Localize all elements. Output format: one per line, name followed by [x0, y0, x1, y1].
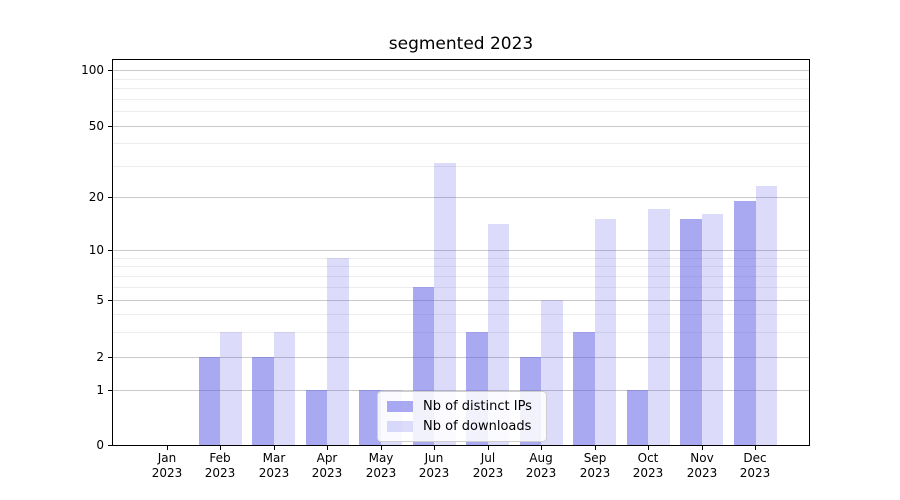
major-gridline — [113, 197, 809, 198]
minor-gridline — [113, 266, 809, 267]
legend-label-distinct-ips: Nb of distinct IPs — [423, 399, 532, 414]
x-axis-tick — [167, 446, 168, 450]
x-axis-year-label: 2023 — [365, 466, 397, 480]
bar-distinct-ips-sep — [573, 331, 595, 445]
minor-gridline — [113, 143, 809, 144]
legend-item-distinct-ips: Nb of distinct IPs — [387, 399, 532, 414]
y-axis-tick-label: 10 — [88, 243, 104, 257]
minor-gridline — [113, 258, 809, 259]
x-axis-tick-label: Nov 2023 — [670, 451, 734, 481]
legend-swatch-distinct-ips — [387, 401, 413, 412]
major-gridline — [113, 70, 809, 71]
minor-gridline — [113, 314, 809, 315]
x-axis-tick-label: Aug 2023 — [509, 451, 573, 481]
x-axis-tick — [648, 446, 649, 450]
x-axis-year-label: 2023 — [151, 466, 183, 480]
y-axis-tick-label: 2 — [96, 350, 104, 364]
x-axis-year-label: 2023 — [686, 466, 718, 480]
y-axis-tick — [108, 357, 113, 358]
y-axis-tick-label: 20 — [88, 190, 104, 204]
x-axis-tick-label: May 2023 — [349, 451, 413, 481]
x-axis-year-label: 2023 — [258, 466, 290, 480]
bar-distinct-ips-nov — [680, 219, 702, 445]
x-axis-tick-label: Feb 2023 — [188, 451, 252, 481]
x-axis-tick — [274, 446, 275, 450]
x-axis-year-label: 2023 — [311, 466, 343, 480]
bar-downloads-sep — [594, 219, 617, 445]
minor-gridline — [113, 287, 809, 288]
major-gridline — [113, 126, 809, 127]
x-axis-year-label: 2023 — [579, 466, 611, 480]
major-gridline — [113, 357, 809, 358]
bar-distinct-ips-dec — [734, 200, 756, 445]
minor-gridline — [113, 79, 809, 80]
bar-downloads-mar — [273, 331, 296, 445]
y-axis-tick — [108, 70, 113, 71]
x-axis-tick-label: Jul 2023 — [456, 451, 520, 481]
legend-swatch-downloads — [387, 421, 413, 432]
x-axis-tick-label: Apr 2023 — [295, 451, 359, 481]
x-axis-tick — [434, 446, 435, 450]
y-axis-tick-label: 0 — [96, 438, 104, 452]
y-axis-tick-label: 5 — [96, 293, 104, 307]
y-axis-tick-label: 1 — [96, 383, 104, 397]
y-axis-tick-label: 100 — [81, 63, 104, 77]
minor-gridline — [113, 99, 809, 100]
x-axis-year-label: 2023 — [525, 466, 557, 480]
legend-item-downloads: Nb of downloads — [387, 419, 532, 434]
y-axis-tick — [108, 300, 113, 301]
x-axis-year-label: 2023 — [472, 466, 504, 480]
bar-downloads-jul — [487, 224, 510, 445]
plot-area — [112, 59, 810, 446]
y-axis-tick-label: 50 — [88, 119, 104, 133]
x-axis-tick — [220, 446, 221, 450]
y-axis-tick — [108, 197, 113, 198]
bar-downloads-jun — [434, 163, 456, 445]
minor-gridline — [113, 88, 809, 89]
major-gridline — [113, 390, 809, 391]
bar-distinct-ips-feb — [198, 357, 221, 445]
bar-distinct-ips-may — [359, 390, 381, 445]
minor-gridline — [113, 332, 809, 333]
y-axis-tick — [108, 126, 113, 127]
y-axis-tick — [108, 250, 113, 251]
minor-gridline — [113, 276, 809, 277]
legend: Nb of distinct IPs Nb of downloads — [377, 391, 547, 442]
bar-distinct-ips-oct — [626, 390, 649, 445]
bar-distinct-ips-apr — [305, 390, 328, 445]
bar-distinct-ips-mar — [252, 357, 274, 445]
x-axis-tick — [381, 446, 382, 450]
x-axis-tick — [327, 446, 328, 450]
x-axis-year-label: 2023 — [632, 466, 664, 480]
bar-downloads-nov — [701, 214, 724, 445]
y-axis-tick — [108, 390, 113, 391]
x-axis-tick-label: Jan 2023 — [135, 451, 199, 481]
x-axis-year-label: 2023 — [739, 466, 771, 480]
minor-gridline — [113, 111, 809, 112]
x-axis-tick — [541, 446, 542, 450]
x-axis-tick-label: Oct 2023 — [616, 451, 680, 481]
x-axis-tick-label: Mar 2023 — [242, 451, 306, 481]
x-axis-tick-label: Sep 2023 — [563, 451, 627, 481]
bar-downloads-feb — [220, 331, 242, 445]
bar-downloads-oct — [648, 209, 670, 445]
minor-gridline — [113, 166, 809, 167]
y-axis-tick — [108, 445, 113, 446]
major-gridline — [113, 250, 809, 251]
x-axis-tick — [488, 446, 489, 450]
x-axis-tick — [595, 446, 596, 450]
bar-downloads-dec — [755, 186, 777, 445]
x-axis-tick — [755, 446, 756, 450]
bar-downloads-apr — [327, 257, 349, 445]
chart-title: segmented 2023 — [388, 34, 534, 54]
legend-label-downloads: Nb of downloads — [423, 419, 532, 434]
x-axis-year-label: 2023 — [204, 466, 236, 480]
major-gridline — [113, 300, 809, 301]
x-axis-year-label: 2023 — [418, 466, 450, 480]
x-axis-tick-label: Dec 2023 — [723, 451, 787, 481]
x-axis-tick-label: Jun 2023 — [402, 451, 466, 481]
x-axis-tick — [702, 446, 703, 450]
